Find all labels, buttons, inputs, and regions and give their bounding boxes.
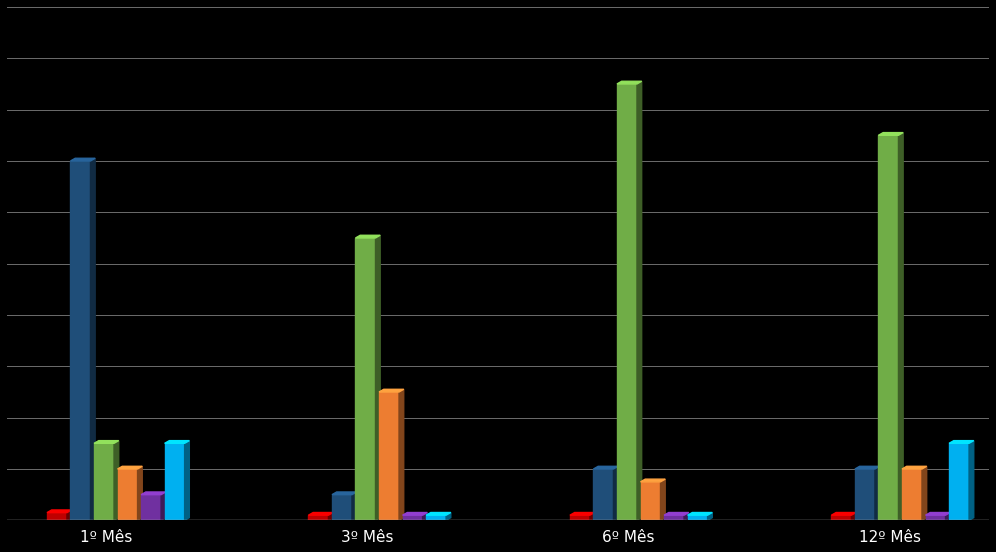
Polygon shape — [426, 512, 451, 515]
Polygon shape — [637, 81, 641, 521]
Bar — [356, 238, 375, 521]
Polygon shape — [664, 512, 689, 515]
Polygon shape — [71, 158, 96, 161]
Polygon shape — [640, 479, 665, 482]
Polygon shape — [309, 512, 333, 515]
Bar — [594, 469, 614, 521]
Bar — [617, 84, 637, 521]
Polygon shape — [356, 235, 380, 238]
Polygon shape — [184, 440, 189, 521]
Polygon shape — [118, 466, 142, 469]
Bar — [402, 515, 422, 521]
Polygon shape — [47, 510, 72, 513]
Polygon shape — [902, 466, 926, 469]
Bar — [379, 392, 399, 521]
Polygon shape — [707, 512, 712, 521]
Polygon shape — [590, 512, 595, 521]
Polygon shape — [617, 81, 641, 84]
Polygon shape — [874, 466, 879, 521]
Polygon shape — [332, 492, 357, 495]
Bar — [570, 515, 590, 521]
Polygon shape — [379, 389, 403, 392]
Bar — [332, 495, 352, 521]
Polygon shape — [399, 389, 403, 521]
Polygon shape — [94, 440, 119, 443]
Polygon shape — [684, 512, 689, 521]
Polygon shape — [949, 440, 974, 443]
Polygon shape — [945, 512, 950, 521]
Bar — [118, 469, 137, 521]
Polygon shape — [446, 512, 451, 521]
Polygon shape — [969, 440, 974, 521]
Polygon shape — [91, 158, 96, 521]
Bar — [141, 495, 161, 521]
Bar — [640, 482, 660, 521]
Bar — [426, 515, 446, 521]
Polygon shape — [137, 466, 142, 521]
Polygon shape — [832, 512, 857, 515]
Bar — [687, 515, 707, 521]
Bar — [664, 515, 684, 521]
Polygon shape — [329, 512, 333, 521]
Polygon shape — [67, 510, 72, 521]
Polygon shape — [878, 132, 903, 135]
Bar — [949, 443, 969, 521]
Bar — [47, 513, 67, 521]
Polygon shape — [922, 466, 926, 521]
Bar — [94, 443, 114, 521]
Polygon shape — [898, 132, 903, 521]
Polygon shape — [141, 492, 165, 495]
Polygon shape — [925, 512, 950, 515]
Bar — [925, 515, 945, 521]
Polygon shape — [352, 492, 357, 521]
Polygon shape — [687, 512, 712, 515]
Bar — [71, 161, 91, 521]
Polygon shape — [375, 235, 380, 521]
Polygon shape — [855, 466, 879, 469]
Polygon shape — [164, 440, 189, 443]
Polygon shape — [614, 466, 619, 521]
Bar — [878, 135, 898, 521]
Polygon shape — [161, 492, 165, 521]
Polygon shape — [570, 512, 595, 515]
Bar — [902, 469, 922, 521]
Polygon shape — [660, 479, 665, 521]
Bar — [164, 443, 184, 521]
Bar — [832, 515, 852, 521]
Bar — [309, 515, 329, 521]
Polygon shape — [594, 466, 619, 469]
Polygon shape — [114, 440, 119, 521]
Polygon shape — [422, 512, 427, 521]
Bar — [855, 469, 874, 521]
Polygon shape — [402, 512, 427, 515]
Polygon shape — [852, 512, 857, 521]
